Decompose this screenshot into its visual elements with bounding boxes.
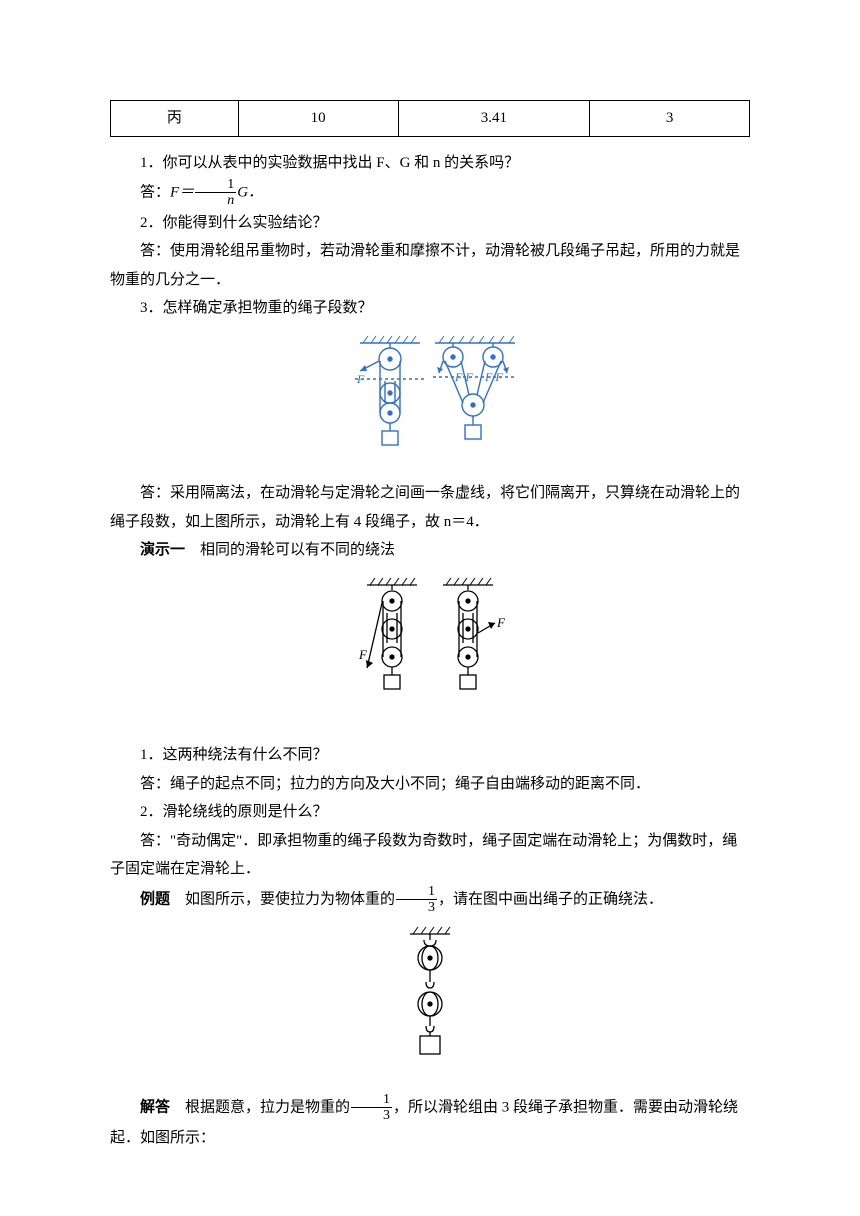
q1-answer: 答：F＝1nG． — [110, 177, 750, 209]
svg-text:F: F — [356, 372, 365, 386]
svg-text:F F: F F — [454, 370, 473, 384]
demo1-a2: 答："奇动偶定"．即承担物重的绳子段数为奇数时，绳子固定端在动滑轮上；为偶数时，… — [110, 827, 750, 884]
data-table: 丙 10 3.41 3 — [110, 100, 750, 137]
q2-answer: 答：使用滑轮组吊重物时，若动滑轮重和摩擦不计，动滑轮被几段绳子吊起，所用的力就是… — [110, 237, 750, 294]
svg-text:F F: F F — [484, 370, 503, 384]
demo1-a1: 答：绳子的起点不同；拉力的方向及大小不同；绳子自由端移动的距离不同． — [110, 770, 750, 799]
cell-2: 3.41 — [398, 101, 590, 137]
svg-text:F: F — [358, 647, 368, 662]
example: 例题 如图所示，要使拉力为物体重的13，请在图中画出绳子的正确绕法． — [110, 884, 750, 916]
q2-text: 2．你能得到什么实验结论？ — [110, 209, 750, 238]
figure-3 — [110, 924, 750, 1085]
figure-1: F F F F F — [110, 331, 750, 472]
q3-answer: 答：采用隔离法，在动滑轮与定滑轮之间画一条虚线，将它们隔离开，只算绕在动滑轮上的… — [110, 479, 750, 536]
cell-0: 丙 — [111, 101, 239, 137]
demo1-q2: 2．滑轮绕线的原则是什么？ — [110, 798, 750, 827]
figure-2: F F — [110, 573, 750, 734]
q1-text: 1．你可以从表中的实验数据中找出 F、G 和 n 的关系吗？ — [110, 149, 750, 178]
demo1-title: 演示一 相同的滑轮可以有不同的绕法 — [110, 536, 750, 565]
answer: 解答 根据题意，拉力是物重的13，所以滑轮组由 3 段绳子承担物重．需要由动滑轮… — [110, 1092, 750, 1152]
cell-3: 3 — [590, 101, 750, 137]
q3-text: 3．怎样确定承担物重的绳子段数？ — [110, 294, 750, 323]
cell-1: 10 — [238, 101, 398, 137]
svg-text:F: F — [496, 615, 506, 630]
demo1-q1: 1．这两种绕法有什么不同？ — [110, 741, 750, 770]
